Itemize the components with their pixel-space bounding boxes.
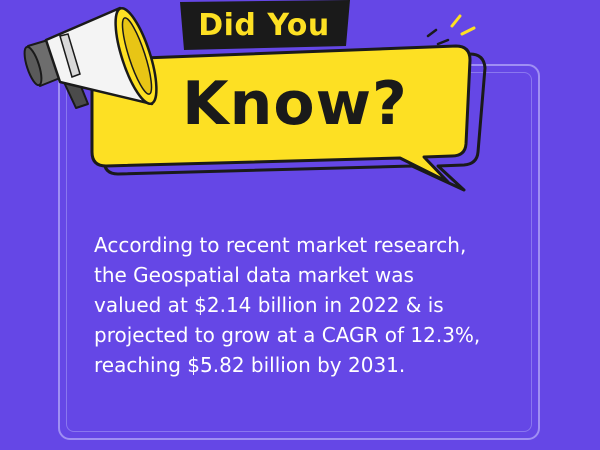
- fact-line: the Geospatial data market was: [94, 263, 414, 287]
- megaphone-icon: [23, 6, 158, 109]
- heading-did-you: Did You: [198, 8, 330, 43]
- fact-line: reaching $5.82 billion by 2031.: [94, 353, 406, 377]
- did-you-banner: [180, 0, 350, 50]
- heading-know: Know?: [182, 69, 408, 139]
- fact-line: According to recent market research,: [94, 233, 467, 257]
- fact-line: valued at $2.14 billion in 2022 & is: [94, 293, 444, 317]
- speech-bubble: [90, 14, 487, 192]
- fact-paragraph: According to recent market research, the…: [94, 230, 514, 380]
- fact-line: projected to grow at a CAGR of 12.3%,: [94, 323, 481, 347]
